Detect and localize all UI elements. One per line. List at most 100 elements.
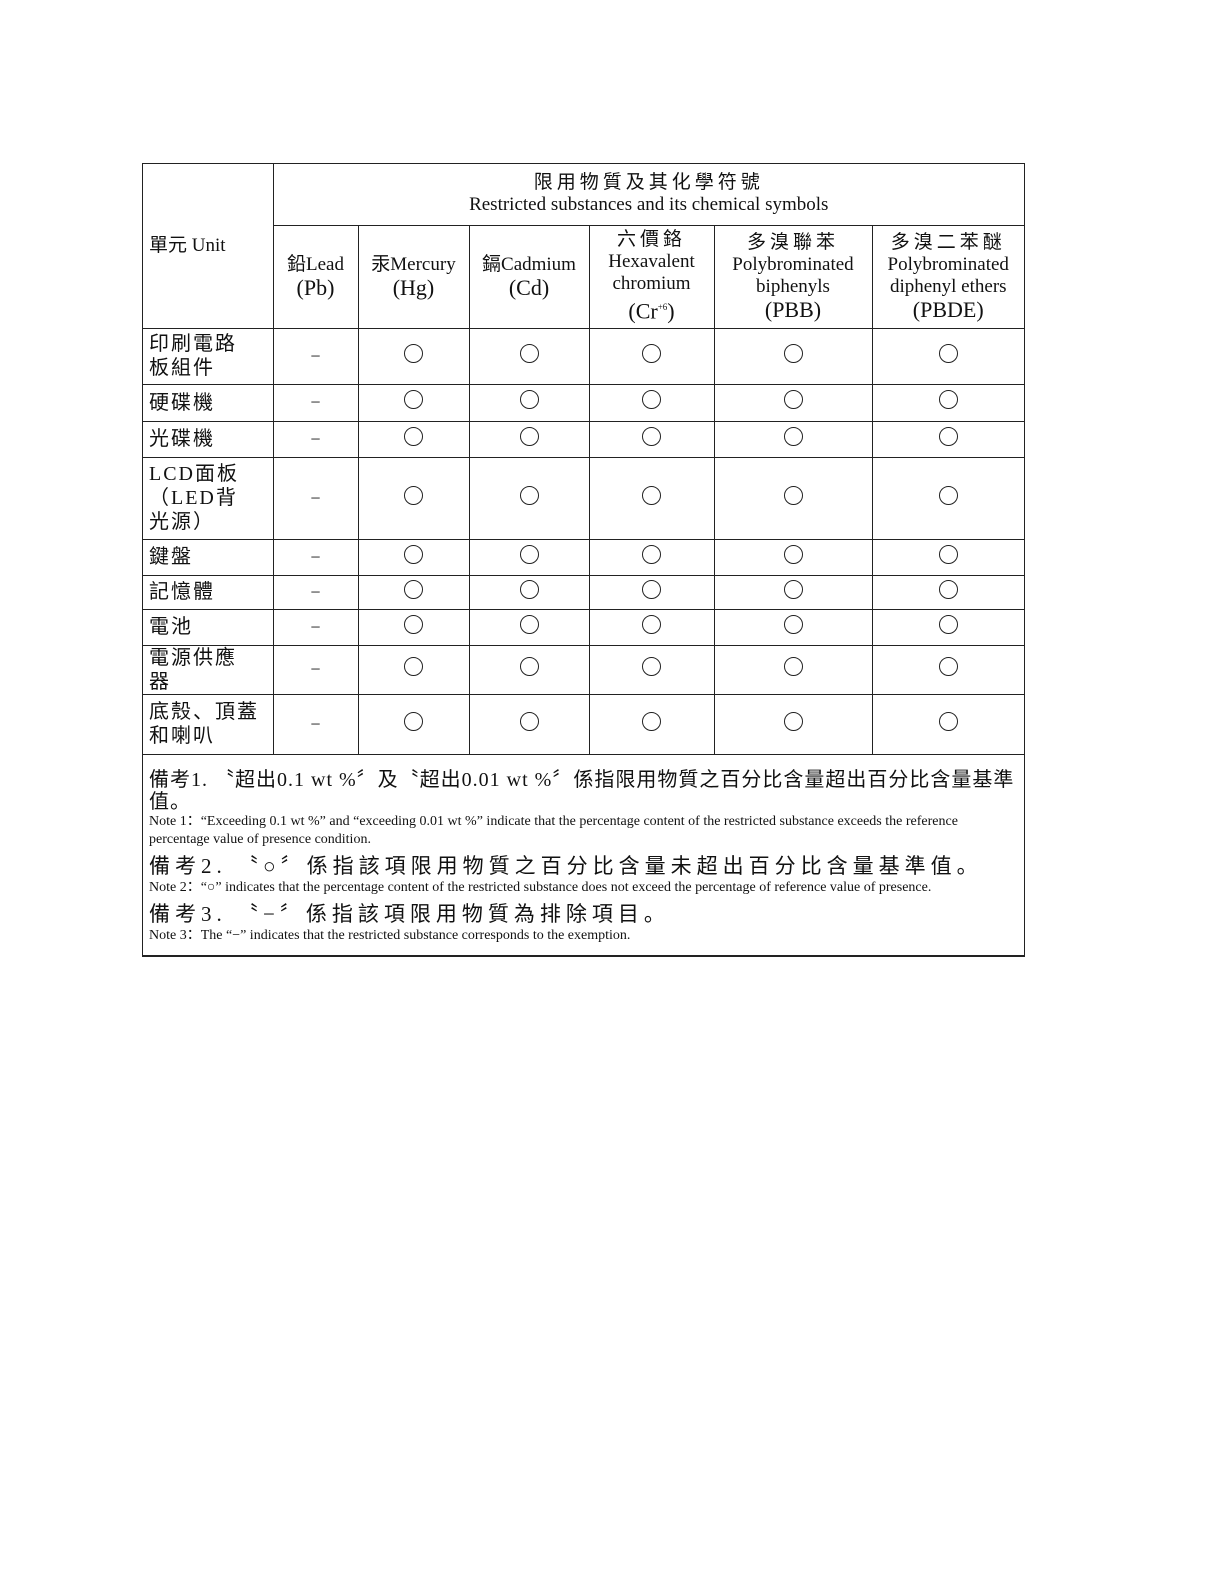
symbol-end: ) (667, 298, 675, 324)
cell-exempt: − (272, 574, 359, 610)
circle-icon (642, 390, 661, 409)
circle-icon (783, 343, 803, 363)
row-unit-label: 光碟機 (143, 420, 274, 458)
circle-icon (519, 390, 539, 409)
cell-compliant (713, 574, 873, 610)
cell-compliant (713, 538, 873, 576)
dash-mark: − (310, 616, 321, 637)
cell-compliant (713, 383, 873, 422)
circle-icon (642, 711, 661, 731)
cell-compliant (713, 644, 873, 695)
column-header-symbol: (Pb) (274, 274, 358, 300)
row-unit-text: 記憶體 (149, 581, 215, 603)
note-en: Note 1：“Exceeding 0.1 wt %” and “exceedi… (149, 813, 958, 847)
cell-compliant (871, 574, 1024, 610)
circle-icon (783, 614, 803, 634)
cell-compliant (871, 328, 1024, 385)
cell-compliant (468, 693, 590, 755)
cell-compliant (871, 538, 1024, 576)
column-header: 鉛Lead (Pb) (273, 224, 359, 329)
column-header-symbol: (Cd) (470, 275, 589, 300)
cell-compliant (357, 693, 470, 755)
cell-compliant (468, 456, 590, 540)
circle-icon (642, 614, 661, 634)
cell-compliant (357, 644, 470, 695)
circle-icon (783, 485, 803, 505)
row-unit-text: 硬碟機 (149, 391, 215, 414)
cell-compliant (357, 608, 470, 646)
circle-icon (519, 485, 539, 505)
dash-mark: − (310, 345, 321, 366)
note-en: Note 2：“○” indicates that the percentage… (149, 879, 932, 895)
cell-compliant (588, 538, 715, 576)
column-header-name: Polybrominated biphenyls (732, 253, 854, 297)
circle-icon (642, 544, 661, 564)
circle-icon (783, 657, 803, 676)
dash-mark: − (310, 392, 321, 412)
restricted-substances-document: 單元 Unit 限用物質及其化學符號 Restricted substances… (142, 163, 1025, 957)
restricted-substances-table: 單元 Unit 限用物質及其化學符號 Restricted substances… (143, 164, 1024, 956)
cell-compliant (468, 420, 590, 458)
cell-compliant (713, 420, 873, 458)
dash-mark: − (310, 546, 321, 567)
table-row: LCD面板（LED背光源） − (143, 456, 1024, 540)
dash-mark: − (310, 581, 321, 602)
cell-compliant (871, 383, 1024, 422)
cell-compliant (588, 420, 715, 458)
dash-mark: − (310, 428, 321, 449)
column-header-symbol: (PBDE) (873, 296, 1025, 322)
table-row: 底殼、頂蓋和喇叭 − (143, 693, 1024, 755)
column-header-symbol: (Cr+6) (590, 295, 714, 323)
circle-icon (404, 579, 423, 599)
cell-exempt: − (272, 328, 359, 385)
circle-icon (404, 485, 423, 505)
symbol-text: (PBDE) (912, 296, 984, 322)
symbol-text: (Pb) (296, 274, 335, 300)
table-row: 硬碟機 − (143, 383, 1024, 422)
circle-icon (404, 390, 423, 409)
cell-compliant (588, 574, 715, 610)
row-unit-text: 電源供應器 (149, 646, 237, 693)
cell-compliant (588, 608, 715, 646)
table-row: 電池 − (143, 608, 1024, 646)
group-header: 限用物質及其化學符號 Restricted substances and its… (272, 164, 1024, 226)
cell-compliant (357, 383, 470, 422)
cell-compliant (871, 456, 1024, 540)
table-row: 印刷電路板組件 − (143, 328, 1024, 385)
column-header-name: 汞Mercury (371, 253, 456, 275)
circle-icon (404, 657, 423, 676)
circle-icon (519, 657, 539, 676)
dash-mark: − (310, 487, 321, 508)
cell-exempt: − (272, 383, 359, 422)
note-zh: 備考2. 〝○〞係指該項限用物質之百分比含量未超出百分比含量基準值。 (149, 853, 983, 878)
circle-icon (404, 343, 423, 363)
row-unit-label: 記憶體 (143, 574, 274, 610)
table-row: 記憶體 − (143, 574, 1024, 610)
column-header: 多溴二苯醚 Polybrominated diphenyl ethers (PBDE… (871, 224, 1025, 329)
circle-icon (404, 614, 423, 634)
circle-icon (404, 711, 423, 731)
cell-compliant (468, 608, 590, 646)
column-header-name: Polybrominated diphenyl ethers (887, 253, 1009, 297)
row-unit-text: 光碟機 (149, 428, 215, 450)
cell-compliant (871, 644, 1024, 695)
unit-header: 單元 Unit (143, 164, 274, 329)
column-header-symbol: (PBB) (715, 297, 872, 322)
circle-icon (404, 426, 423, 446)
dash-mark: − (310, 659, 321, 679)
cell-exempt: − (272, 644, 359, 695)
cell-compliant (871, 608, 1024, 646)
group-header-zh: 限用物質及其化學符號 (533, 172, 764, 194)
row-unit-label: 電池 (143, 608, 274, 646)
circle-icon (519, 711, 539, 731)
column-header-symbol: (Hg) (359, 275, 469, 300)
cell-compliant (468, 644, 590, 695)
table-row: 鍵盤 − (143, 538, 1024, 576)
cell-compliant (357, 538, 470, 576)
circle-icon (938, 426, 958, 446)
column-header-zh: 多溴聯苯 (746, 231, 839, 253)
cell-compliant (871, 420, 1024, 458)
cell-compliant (468, 538, 590, 576)
note-en: Note 3：The “−” indicates that the restri… (149, 927, 631, 943)
cell-exempt: − (272, 608, 359, 646)
